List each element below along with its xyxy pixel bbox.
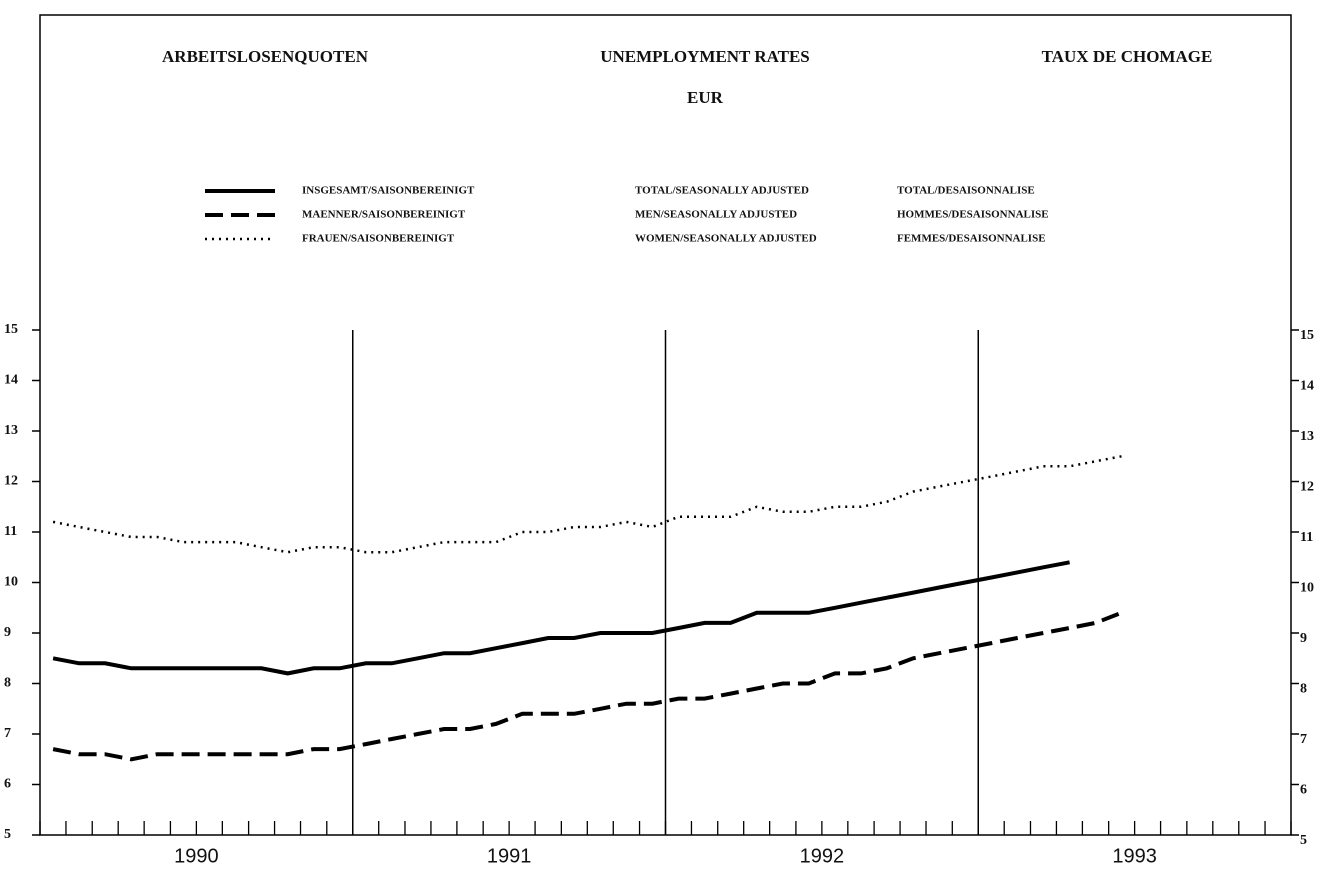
title-de: ARBEITSLOSENQUOTEN <box>162 47 369 66</box>
title-fr: TAUX DE CHOMAGE <box>1042 47 1213 66</box>
legend-label: MAENNER/SAISONBEREINIGT <box>302 209 466 221</box>
y2-tick-label: 10 <box>1300 581 1314 596</box>
x-tick-label: 1990 <box>174 845 219 867</box>
y2-tick-label: 15 <box>1300 328 1314 343</box>
legend-label: FRAUEN/SAISONBEREINIGT <box>302 233 455 245</box>
subtitle: EUR <box>687 88 724 107</box>
series-line <box>52 560 1070 676</box>
y-tick-label: 11 <box>4 524 17 539</box>
y2-tick-label: 13 <box>1300 429 1314 444</box>
y-tick-label: 9 <box>4 625 11 640</box>
y2-tick-label: 7 <box>1300 732 1307 747</box>
y-tick-label: 7 <box>4 726 11 741</box>
y2-tick-label: 9 <box>1300 631 1307 646</box>
legend-label: HOMMES/DESAISONNALISE <box>897 209 1049 221</box>
legend-label: MEN/SEASONALLY ADJUSTED <box>635 209 797 221</box>
y-tick-label: 5 <box>4 827 11 842</box>
y-tick-label: 13 <box>4 423 18 438</box>
y2-tick-label: 11 <box>1300 530 1313 545</box>
y2-tick-label: 8 <box>1300 682 1307 697</box>
y-tick-label: 8 <box>4 676 11 691</box>
legend-label: INSGESAMT/SAISONBEREINIGT <box>302 185 475 197</box>
y2-tick-label: 14 <box>1300 379 1314 394</box>
y2-tick-label: 6 <box>1300 783 1307 798</box>
x-tick-label: 1993 <box>1112 845 1157 867</box>
x-tick-label: 1991 <box>487 845 532 867</box>
y-tick-label: 12 <box>4 474 18 489</box>
legend-label: TOTAL/SEASONALLY ADJUSTED <box>635 185 809 197</box>
title-en: UNEMPLOYMENT RATES <box>600 47 810 66</box>
y-tick-label: 15 <box>4 322 18 337</box>
legend-label: WOMEN/SEASONALLY ADJUSTED <box>635 233 817 245</box>
legend-label: TOTAL/DESAISONNALISE <box>897 185 1035 197</box>
y-tick-label: 14 <box>4 373 18 388</box>
y-tick-label: 10 <box>4 575 18 590</box>
y-tick-label: 6 <box>4 777 11 792</box>
legend-label: FEMMES/DESAISONNALISE <box>897 233 1046 245</box>
series-line <box>52 455 1122 554</box>
x-tick-label: 1992 <box>800 845 845 867</box>
y2-tick-label: 12 <box>1300 480 1314 495</box>
y2-tick-label: 5 <box>1300 833 1307 848</box>
